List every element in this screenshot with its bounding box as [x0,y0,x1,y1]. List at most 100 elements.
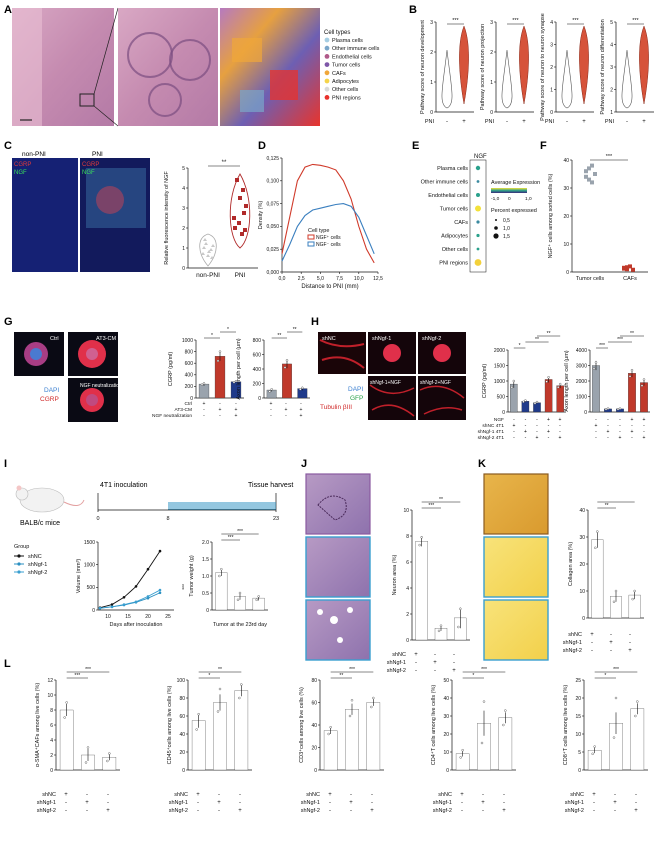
data-point-non-pni [203,238,207,241]
panel-letter-e: E [412,140,419,152]
panel-l-plot-data-point [614,696,618,700]
panel-h-cgrp-data-point [559,382,562,386]
panel-g-cgrp-data-point [234,379,238,383]
panel-b-plot-y-tick-label: 3 [550,42,553,48]
panel-b-plot-y-axis-label: Pathway score of neuron development [420,20,426,114]
violin-pni-negative [621,49,633,109]
panel-l-sign-cell: - [107,800,109,806]
volume-series-line [99,550,161,609]
panel-h-axon-bar [640,382,648,413]
panel-d-y-tick-label: 0,125 [266,156,279,162]
panel-k-bar [591,539,604,619]
size-legend-dot [495,219,497,221]
panel-k-data-point [612,600,616,603]
panel-k-sign-cell: - [610,632,612,638]
panel-h-image-shngf1-ngf [368,376,416,420]
x-axis-label: PNI [425,119,435,125]
dotplot-frame [469,159,487,273]
panel-l-plot-bar [191,720,206,771]
sign-cell: + [607,429,610,435]
panel-l-row-label: shNgf-2 [565,808,584,814]
sign-row-label: NGF neutralization [152,413,192,419]
panel-h-axon-significance-label: *** [617,337,623,343]
panel-j-image-shngf2 [305,599,371,661]
panel-l-plot-data-point [612,736,616,739]
legend-label: Tumor cells [332,63,360,69]
panel-d-y-tick-label: 0,100 [266,179,279,185]
panel-l-sign-cell: - [614,792,616,798]
panel-k-image-shngf2 [483,599,549,661]
panel-l-sign-cell: - [107,792,109,798]
data-point-non-pni [210,256,214,259]
panel-j-row-label: shNgf-2 [387,668,406,674]
x-axis-label: PNI [605,119,615,125]
panel-l-sign-cell: - [635,800,637,806]
panel-k-image-shngf1 [483,536,549,598]
legend-marker [17,554,21,558]
panel-l-plot-y-tick-label: 20 [179,750,185,756]
legend-swatch [324,95,330,100]
sign-cell: + [524,429,527,435]
group-label: + [582,119,586,125]
panel-g-cgrp-significance-label: * [227,327,229,333]
panel-l-plot-y-tick-label: 30 [443,714,449,720]
panel-l-plot-bar [630,708,645,771]
row-label: Other cells [442,247,469,253]
panel-h-axon-bar [592,365,600,413]
panel-letter-i: I [4,458,7,470]
sign-cell: + [619,435,622,441]
panel-l-plot-y-tick-label: 5 [578,750,581,756]
panel-k-collagen-area-chart: 0 10 20 30 40 Collagen area (%) ** shNC + - - shNgf… [563,501,644,654]
expression-dot [476,180,480,183]
panel-i-weight-x-axis-label: Tumor at the 23rd day [213,622,267,628]
colorbar-tick-label: -1,0 [491,196,500,202]
legend-title: Cell type [308,228,329,234]
panel-l-sign-cell: + [217,800,221,806]
mouse-label: BALB/c mice [20,520,60,527]
panel-c-y-tick-label: 2 [182,226,185,232]
panel-l-plot-bar [366,702,381,771]
panel-l-plot-significance-label: *** [349,667,355,673]
panel-g-cgrp-y-tick-label: 0 [190,396,193,402]
sign-cell: + [300,413,303,419]
data-point-non-pni [206,254,210,257]
panel-i-weight-data-point [238,591,242,595]
panel-g-axon-significance-label: ** [277,333,281,339]
sign-row-label: shNC 4T1 [482,423,504,429]
panel-g-cgrp-data-point [218,350,222,353]
panel-j-y-tick-label: 0 [406,638,409,644]
panel-l-plot-data-point [327,732,330,736]
panel-g-label-ngf-neutral: NGF neutralization [80,383,122,389]
panel-i-weight-data-point [220,568,223,571]
data-point-tumor-cells [593,172,597,176]
panel-l-plot-y-tick-label: 20 [575,696,581,702]
panel-c-label-pni: PNI [92,151,103,158]
panel-l-sign-cell: - [614,808,616,814]
panel-l-plot-y-tick-label: 2 [50,753,53,759]
panel-k-sign-cell: + [628,648,632,654]
panel-l-plot-y-axis-label: CD8⁺T cells among live cells (%) [562,685,569,766]
panel-b: 0 1 2 3 Pathway score of neuron development *… [420,13,654,125]
panel-h-cgrp-data-point [510,386,513,389]
data-point-non-pni [201,252,205,255]
data-point-pni [244,204,248,208]
panel-l-sign-cell: + [481,800,485,806]
legend-swatch [324,62,330,67]
panel-l-plot-y-tick-label: 0 [50,768,53,774]
volume-data-point [158,591,162,595]
panel-l-plot-y-tick-label: 6 [50,723,53,729]
legend-label: Endothelial cells [332,54,372,60]
panel-l-row-label: shNC [570,792,584,798]
panel-j-row-label: shNgf-1 [387,660,406,666]
panel-l-plot-y-tick-label: 0 [182,768,185,774]
panel-l-sign-cell: - [593,808,595,814]
panel-k-sign-cell: - [610,648,612,654]
group-label: - [566,119,568,125]
panel-g-cgrp-data-point [200,383,204,386]
panel-g-axon-data-point [268,390,271,393]
panel-h-label-shngf1: shNgf-1 [372,336,391,342]
panel-l-sign-cell: + [196,792,200,798]
panel-h-cgrp-significance-label: ** [535,337,539,343]
panel-d-x-tick-label: 5,0 [317,276,324,282]
panel-j-sign-cell: - [434,668,436,674]
